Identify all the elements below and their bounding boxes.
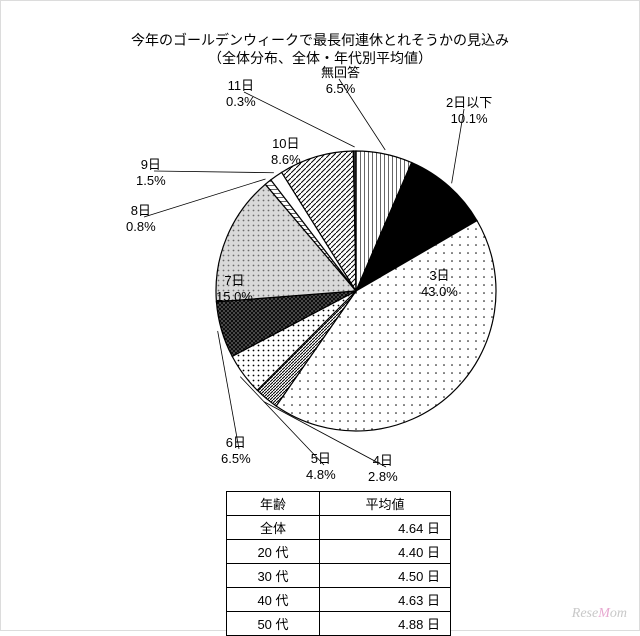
table-header-row: 年齢 平均値 — [227, 492, 451, 516]
pie-ext-label-d6: 6日 6.5% — [221, 435, 251, 468]
table-cell-age: 20 代 — [227, 540, 320, 564]
watermark-accent: M — [598, 606, 610, 621]
pie-ext-label-no_answer: 無回答 6.5% — [321, 65, 360, 98]
watermark-part1: Rese — [572, 606, 598, 621]
table-row: 20 代4.40 日 — [227, 540, 451, 564]
chart-title: 今年のゴールデンウィークで最長何連休とれそうかの見込み （全体分布、全体・年代別… — [1, 31, 639, 67]
table-cell-age: 全体 — [227, 516, 320, 540]
title-line-2: （全体分布、全体・年代別平均値） — [208, 50, 432, 66]
table-header-avg: 平均値 — [320, 492, 451, 516]
leader-d9 — [154, 171, 274, 173]
pie-in-label-d10: 10日 8.6% — [271, 136, 301, 169]
pie-ext-label-d9: 9日 1.5% — [136, 157, 166, 190]
pie-ext-label-d4: 4日 2.8% — [368, 453, 398, 486]
pie-in-label-d7: 7日 15.0% — [216, 273, 253, 306]
table-cell-value: 4.50 日 — [320, 564, 451, 588]
table-cell-value: 4.40 日 — [320, 540, 451, 564]
pie-ext-label-d11: 11日 0.3% — [226, 78, 256, 111]
page: 今年のゴールデンウィークで最長何連休とれそうかの見込み （全体分布、全体・年代別… — [0, 0, 640, 631]
pie-in-label-d3: 3日 43.0% — [421, 268, 458, 301]
table-cell-age: 30 代 — [227, 564, 320, 588]
title-line-1: 今年のゴールデンウィークで最長何連休とれそうかの見込み — [131, 32, 509, 48]
pie-ext-label-d2: 2日以下 10.1% — [446, 95, 492, 128]
table-row: 30 代4.50 日 — [227, 564, 451, 588]
table-header-age: 年齢 — [227, 492, 320, 516]
table-cell-age: 40 代 — [227, 588, 320, 612]
table-cell-value: 4.64 日 — [320, 516, 451, 540]
pie-chart: 無回答 6.5%2日以下 10.1%3日 43.0%4日 2.8%5日 4.8%… — [96, 73, 546, 473]
average-table: 年齢 平均値 全体4.64 日20 代4.40 日30 代4.50 日40 代4… — [226, 491, 451, 636]
table-cell-value: 4.88 日 — [320, 612, 451, 636]
watermark-part3: om — [610, 606, 627, 621]
table-cell-value: 4.63 日 — [320, 588, 451, 612]
pie-svg — [96, 73, 546, 473]
pie-ext-label-d8: 8日 0.8% — [126, 203, 156, 236]
table-row: 50 代4.88 日 — [227, 612, 451, 636]
table-row: 全体4.64 日 — [227, 516, 451, 540]
pie-ext-label-d5: 5日 4.8% — [306, 451, 336, 484]
watermark: ReseMom — [572, 606, 627, 622]
table-row: 40 代4.63 日 — [227, 588, 451, 612]
table-cell-age: 50 代 — [227, 612, 320, 636]
